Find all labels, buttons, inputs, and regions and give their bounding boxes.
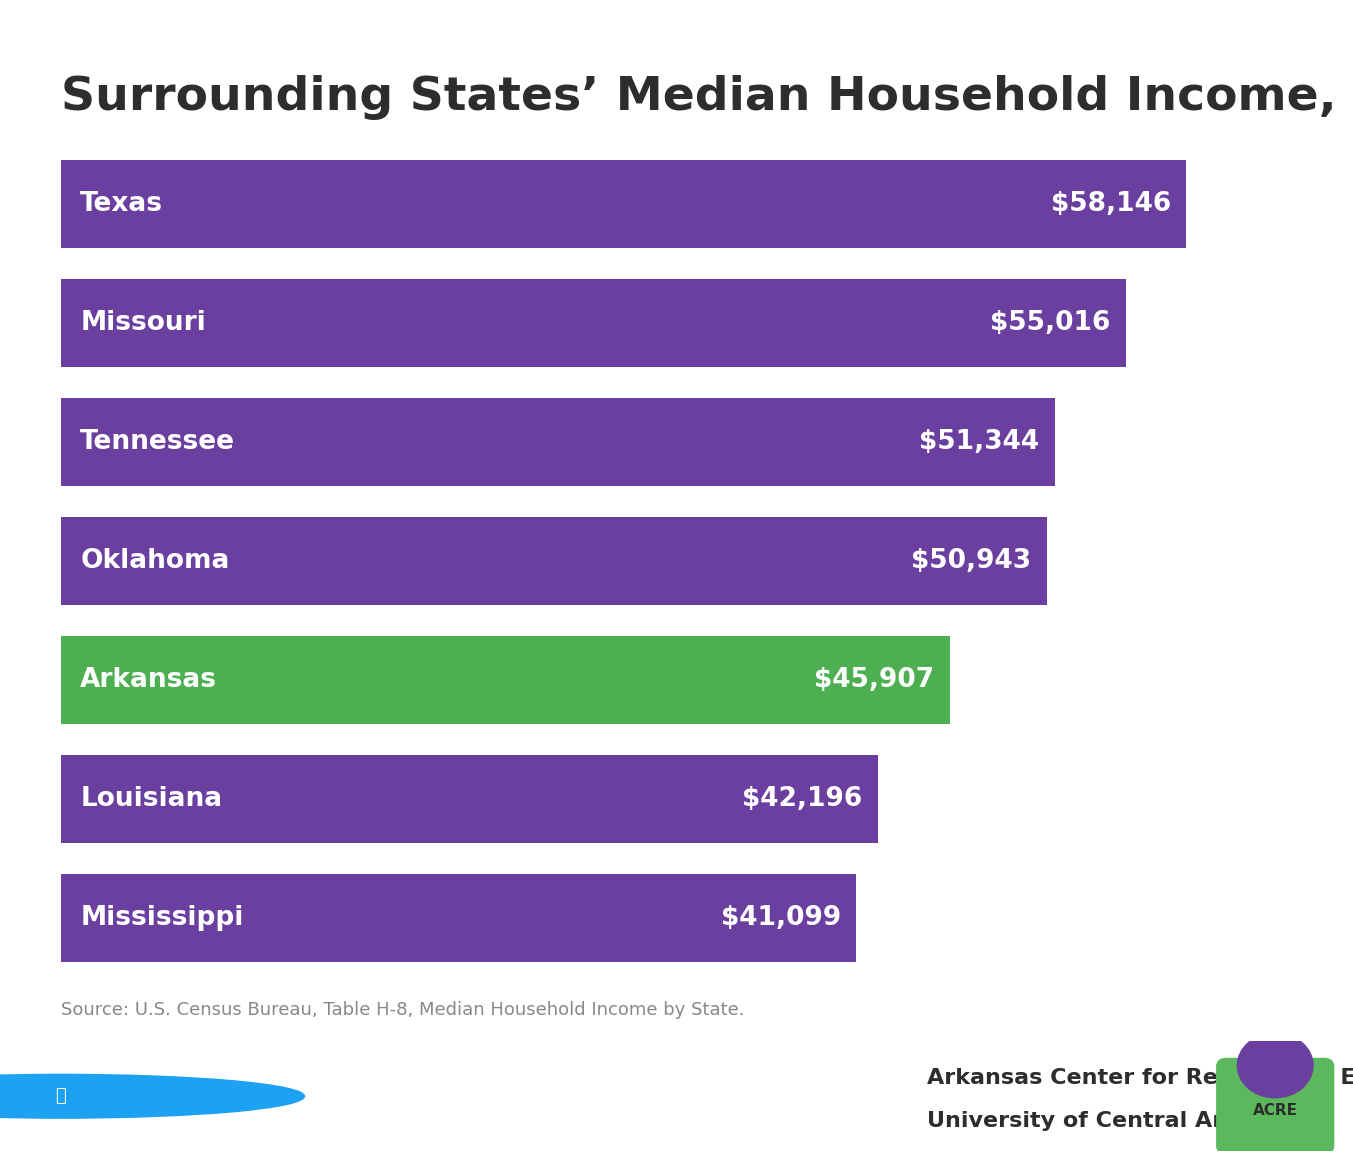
Bar bbox=[61, 517, 1047, 605]
FancyBboxPatch shape bbox=[1216, 1057, 1334, 1155]
Text: Missouri: Missouri bbox=[80, 310, 206, 337]
Text: $50,943: $50,943 bbox=[912, 548, 1031, 574]
Text: Oklahoma: Oklahoma bbox=[80, 548, 230, 574]
Text: Arkansas Center for Research in Economics: Arkansas Center for Research in Economic… bbox=[927, 1068, 1353, 1088]
Circle shape bbox=[1237, 1032, 1314, 1098]
Text: $41,099: $41,099 bbox=[721, 905, 842, 931]
Text: $51,344: $51,344 bbox=[919, 429, 1039, 455]
Text: University of Central Arkansas: University of Central Arkansas bbox=[927, 1111, 1310, 1130]
Text: $42,196: $42,196 bbox=[741, 786, 862, 812]
Text: $58,146: $58,146 bbox=[1051, 191, 1170, 218]
Bar bbox=[61, 756, 878, 843]
Text: Mississippi: Mississippi bbox=[80, 905, 244, 931]
Text: $45,907: $45,907 bbox=[815, 668, 934, 693]
Bar bbox=[61, 875, 856, 963]
Text: @acre_uca: @acre_uca bbox=[101, 1086, 234, 1106]
Text: Louisiana: Louisiana bbox=[80, 786, 222, 812]
Bar bbox=[61, 398, 1055, 486]
Bar bbox=[61, 279, 1126, 367]
Circle shape bbox=[0, 1075, 304, 1118]
Bar bbox=[61, 160, 1187, 248]
Text: Arkansas: Arkansas bbox=[80, 668, 218, 693]
Text: Surrounding States’ Median Household Income, 2016: Surrounding States’ Median Household Inc… bbox=[61, 75, 1353, 120]
Text: ACRE: ACRE bbox=[1253, 1103, 1298, 1118]
Text: Source: U.S. Census Bureau, Table H-8, Median Household Income by State.: Source: U.S. Census Bureau, Table H-8, M… bbox=[61, 1001, 744, 1019]
Text: Texas: Texas bbox=[80, 191, 164, 218]
Text: 🐦: 🐦 bbox=[55, 1088, 66, 1105]
Text: Tennessee: Tennessee bbox=[80, 429, 235, 455]
Bar bbox=[61, 636, 950, 724]
Text: $55,016: $55,016 bbox=[990, 310, 1111, 337]
